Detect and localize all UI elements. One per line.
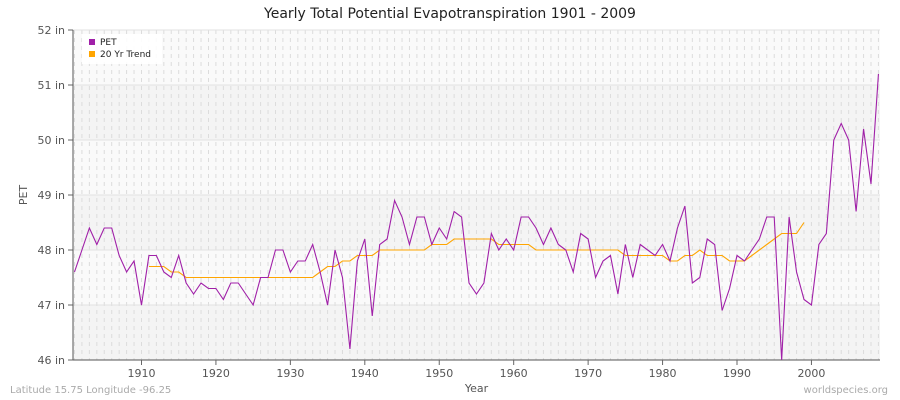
legend-swatch — [89, 51, 95, 57]
y-tick-label: 46 in — [37, 354, 65, 367]
x-axis-label: Year — [464, 382, 489, 395]
legend-box — [82, 34, 162, 64]
x-tick-label: 1990 — [723, 367, 751, 380]
x-tick-label: 1980 — [649, 367, 677, 380]
x-tick-label: 1960 — [500, 367, 528, 380]
x-tick-label: 2000 — [797, 367, 825, 380]
legend-label: PET — [100, 38, 117, 48]
y-tick-label: 49 in — [37, 189, 65, 202]
x-tick-label: 1920 — [202, 367, 230, 380]
x-tick-label: 1940 — [351, 367, 379, 380]
y-axis-label: PET — [17, 185, 30, 206]
x-tick-label: 1910 — [127, 367, 155, 380]
x-tick-label: 1950 — [425, 367, 453, 380]
source-label: worldspecies.org — [803, 385, 888, 396]
series-line-pet — [73, 73, 879, 361]
location-label: Latitude 15.75 Longitude -96.25 — [10, 385, 172, 396]
y-tick-label: 47 in — [37, 299, 65, 312]
y-tick-label: 51 in — [37, 79, 65, 92]
legend-swatch — [89, 39, 95, 45]
series-line-20-yr-trend — [148, 222, 805, 279]
x-tick-label: 1930 — [276, 367, 304, 380]
chart-title: Yearly Total Potential Evapotranspiratio… — [264, 6, 636, 22]
x-tick-label: 1970 — [574, 367, 602, 380]
legend-label: 20 Yr Trend — [100, 50, 151, 60]
y-tick-label: 52 in — [37, 24, 65, 37]
y-tick-label: 48 in — [37, 244, 65, 257]
y-tick-label: 50 in — [37, 134, 65, 147]
